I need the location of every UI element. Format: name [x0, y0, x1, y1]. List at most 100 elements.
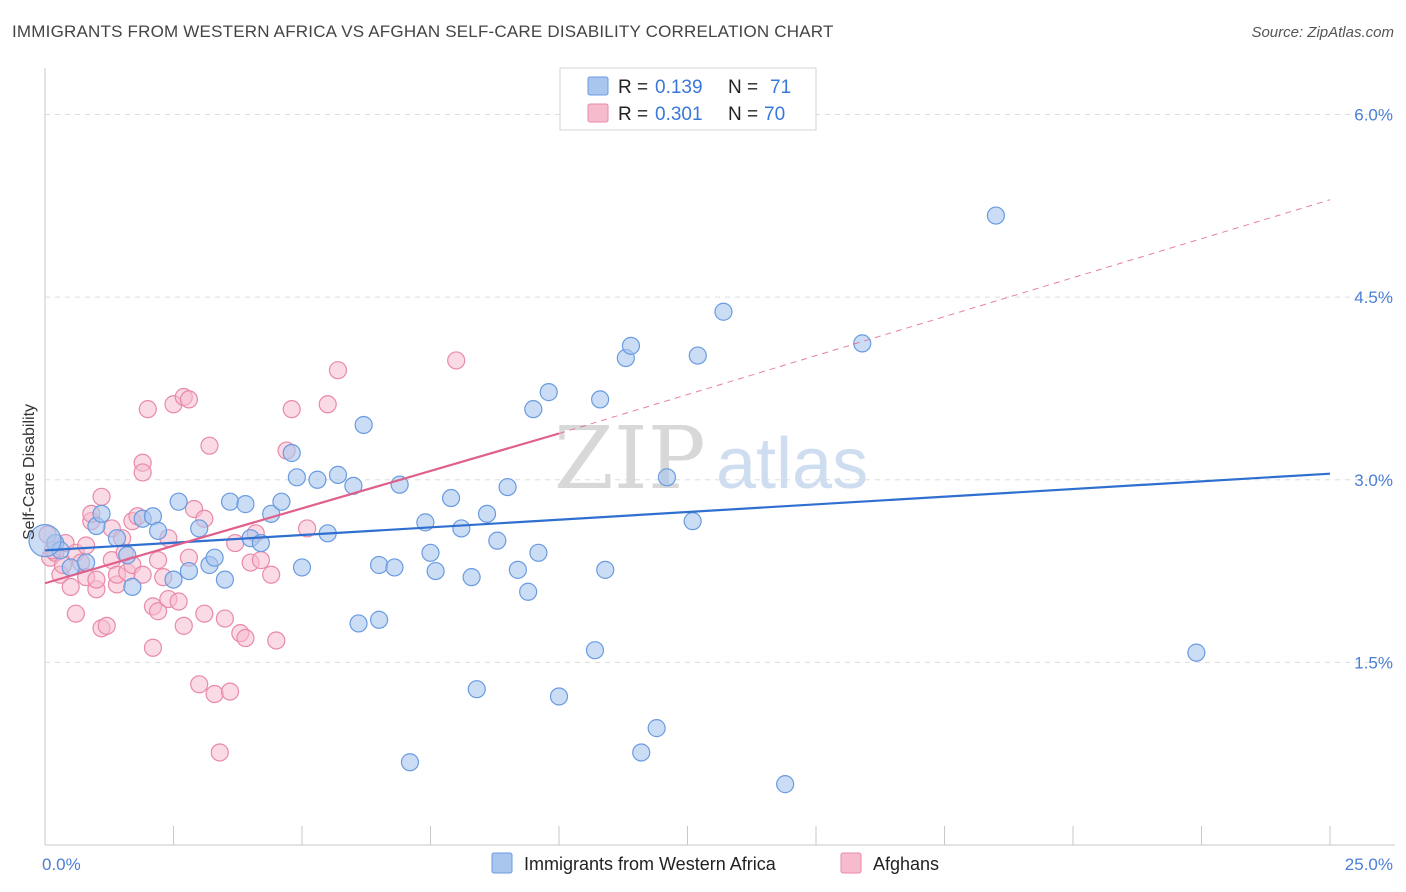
western-africa-point: [519, 582, 538, 601]
western-africa-point: [272, 492, 291, 511]
afghans-points: [38, 351, 466, 762]
western-africa-point: [205, 548, 224, 567]
western-africa-point: [426, 561, 445, 581]
western-africa-point: [123, 577, 142, 596]
western-africa-points: [28, 206, 1206, 794]
western-africa-point: [549, 687, 569, 706]
afghans-point: [148, 551, 168, 570]
western-africa-point: [236, 495, 255, 514]
y-tick-label: 3.0%: [1354, 471, 1393, 490]
legend-r-label-1: R =: [618, 77, 648, 98]
grid-lines: [45, 114, 1395, 663]
western-africa-point: [370, 610, 389, 629]
watermark-atlas: atlas: [716, 424, 868, 504]
western-africa-point: [287, 468, 306, 487]
bottom-legend-swatch-blue: [491, 852, 513, 874]
bottom-legend: Immigrants from Western Africa Afghans: [491, 852, 939, 874]
afghans-point: [77, 536, 96, 555]
afghans-point: [169, 592, 188, 611]
afghans-point: [190, 675, 209, 694]
western-africa-point: [683, 512, 702, 531]
afghans-point: [318, 395, 337, 414]
western-africa-point: [190, 519, 209, 538]
western-africa-point: [853, 334, 872, 353]
western-africa-point: [400, 753, 420, 772]
x-tick-label: 25.0%: [1345, 855, 1393, 874]
y-tick-label: 4.5%: [1354, 288, 1393, 307]
western-africa-point: [585, 641, 605, 660]
western-africa-point: [349, 614, 368, 633]
western-africa-point: [714, 302, 733, 321]
western-africa-point: [529, 543, 548, 562]
afghans-point: [328, 361, 348, 380]
chart-source: Source: ZipAtlas.com: [1251, 24, 1394, 41]
bottom-legend-label-blue: Immigrants from Western Africa: [524, 854, 777, 874]
western-africa-point: [179, 561, 199, 581]
afghans-point: [447, 351, 466, 370]
western-africa-point: [498, 477, 517, 497]
western-africa-point: [477, 504, 497, 523]
chart-title: IMMIGRANTS FROM WESTERN AFRICA VS AFGHAN…: [12, 22, 834, 41]
western-africa-point: [385, 558, 404, 577]
afghans-point: [210, 743, 229, 762]
afghans-point: [174, 616, 193, 635]
afghans-point: [66, 604, 85, 623]
afghans-point: [267, 631, 286, 650]
y-tick-label: 6.0%: [1354, 106, 1393, 125]
western-africa-point: [292, 558, 312, 577]
y-tick-label: 1.5%: [1354, 653, 1393, 672]
afghans-trend-extension: [558, 199, 1331, 434]
western-africa-point: [688, 346, 707, 365]
western-africa-point: [539, 383, 558, 402]
western-africa-point: [220, 492, 240, 511]
legend-n-label-1: N =: [728, 77, 758, 98]
afghans-point: [148, 602, 168, 621]
western-africa-point: [647, 719, 666, 738]
western-africa-point: [657, 468, 677, 487]
western-africa-point: [508, 560, 527, 579]
legend-r-label-2: R =: [618, 104, 648, 125]
western-africa-point: [370, 555, 389, 575]
western-africa-point: [148, 521, 168, 540]
afghans-point: [205, 684, 224, 704]
legend-n-value-2: 70: [764, 104, 785, 125]
legend-swatch-blue: [587, 76, 609, 96]
western-africa-point: [452, 519, 471, 538]
afghans-point: [97, 616, 116, 635]
western-africa-point: [986, 206, 1006, 225]
legend-swatch-pink: [587, 103, 609, 123]
western-africa-point: [621, 336, 641, 355]
afghans-trend-line: [44, 432, 560, 585]
legend-r-value-1: 0.139: [655, 77, 703, 98]
watermark: ZIP atlas: [554, 409, 868, 509]
afghans-point: [195, 604, 214, 623]
watermark-zip: ZIP: [554, 409, 706, 509]
afghans-point: [251, 551, 270, 570]
western-africa-point: [632, 743, 651, 762]
legend: R = 0.139 N = 71 R = 0.301 N = 70: [559, 67, 817, 131]
western-africa-point: [328, 465, 348, 484]
afghans-point: [138, 400, 157, 419]
x-tick-labels: 0.0% 25.0%: [42, 855, 1393, 874]
afghans-point: [226, 533, 245, 553]
western-africa-point: [596, 560, 615, 579]
western-africa-point: [776, 775, 795, 794]
western-africa-trend-line: [44, 472, 1331, 552]
y-tick-labels: 1.5% 3.0% 4.5% 6.0%: [1354, 106, 1393, 673]
afghans-point: [133, 565, 152, 584]
afghans-point: [220, 682, 240, 701]
western-africa-point: [591, 390, 610, 409]
western-africa-point: [467, 680, 486, 699]
afghans-point: [298, 519, 317, 538]
western-africa-point: [524, 400, 543, 419]
western-africa-point: [28, 524, 62, 558]
western-africa-point: [215, 570, 234, 589]
afghans-point: [200, 436, 219, 455]
afghans-point: [143, 638, 163, 657]
western-africa-point: [107, 529, 127, 548]
western-africa-point: [462, 568, 481, 587]
legend-n-label-2: N =: [728, 104, 758, 125]
western-africa-point: [441, 488, 461, 508]
western-africa-point: [164, 570, 183, 589]
